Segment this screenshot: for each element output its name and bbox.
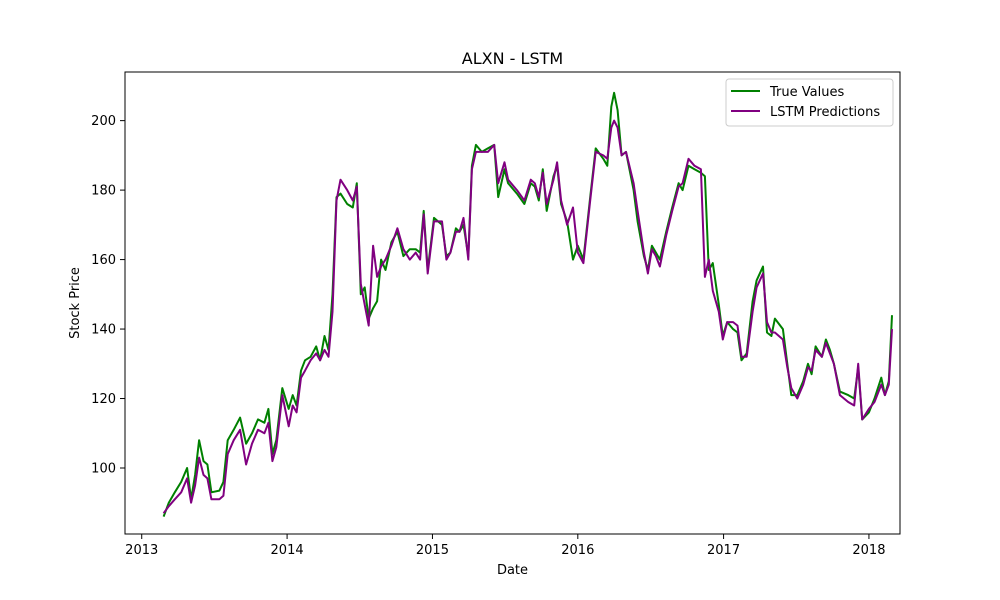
y-tick-label: 200 <box>91 114 116 129</box>
plot-frame <box>124 71 901 535</box>
x-axis-label: Date <box>497 563 528 578</box>
series-line-true-values <box>162 91 893 517</box>
x-tick-label: 2015 <box>416 543 449 558</box>
y-tick-label: 100 <box>91 462 116 477</box>
x-tick-label: 2017 <box>707 543 740 558</box>
series-layer <box>162 91 893 517</box>
x-tick-label: 2016 <box>561 543 594 558</box>
x-tick-label: 2014 <box>271 543 304 558</box>
y-axis-label: Stock Price <box>68 267 83 339</box>
chart-title: ALXN - LSTM <box>462 49 563 68</box>
y-axis: 100 120 140 160 180 200 <box>91 114 125 477</box>
y-tick-label: 180 <box>91 184 116 199</box>
legend: True Values LSTM Predictions <box>725 78 894 127</box>
x-tick-label: 2018 <box>852 543 885 558</box>
series-line-lstm-predictions <box>162 119 893 514</box>
legend-box <box>725 78 894 127</box>
x-axis: 2013 2014 2015 2016 2017 2018 <box>125 534 885 558</box>
legend-lstm-predictions-label: LSTM Predictions <box>770 105 880 120</box>
y-tick-label: 140 <box>91 323 116 338</box>
x-tick-label: 2013 <box>125 543 158 558</box>
legend-true-values-label: True Values <box>769 85 844 100</box>
y-tick-label: 120 <box>91 392 116 407</box>
y-tick-label: 160 <box>91 253 116 268</box>
